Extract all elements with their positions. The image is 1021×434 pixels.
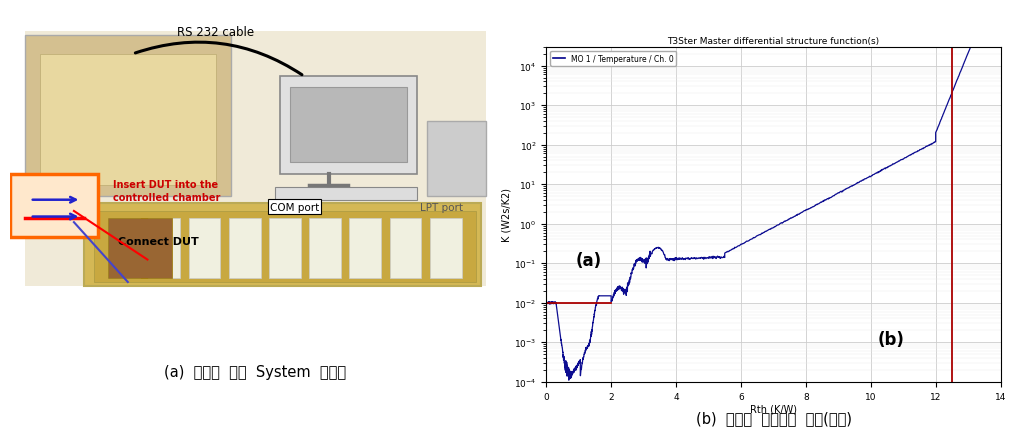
Y-axis label: K (W2s/K2): K (W2s/K2) xyxy=(501,188,512,242)
Text: RS 232 cable: RS 232 cable xyxy=(178,26,254,39)
Text: (b): (b) xyxy=(877,330,905,349)
FancyBboxPatch shape xyxy=(269,219,301,279)
FancyBboxPatch shape xyxy=(25,189,94,234)
FancyBboxPatch shape xyxy=(280,77,417,174)
Text: Insert DUT into the
controlled chamber: Insert DUT into the controlled chamber xyxy=(113,179,221,203)
FancyBboxPatch shape xyxy=(309,219,341,279)
Text: (a): (a) xyxy=(576,252,601,270)
FancyBboxPatch shape xyxy=(94,211,476,283)
FancyBboxPatch shape xyxy=(349,219,381,279)
FancyBboxPatch shape xyxy=(430,219,461,279)
FancyBboxPatch shape xyxy=(25,32,486,286)
X-axis label: Rth (K/W): Rth (K/W) xyxy=(749,403,797,413)
FancyBboxPatch shape xyxy=(390,219,422,279)
Text: (b)  열저항  측정값의  결과(예시): (b) 열저항 측정값의 결과(예시) xyxy=(696,411,852,425)
FancyBboxPatch shape xyxy=(189,219,221,279)
FancyBboxPatch shape xyxy=(148,219,181,279)
FancyBboxPatch shape xyxy=(40,55,216,185)
FancyBboxPatch shape xyxy=(25,36,231,197)
FancyBboxPatch shape xyxy=(108,219,140,279)
FancyBboxPatch shape xyxy=(108,219,172,279)
FancyBboxPatch shape xyxy=(84,204,481,286)
FancyBboxPatch shape xyxy=(275,187,417,200)
Title: T3Ster Master differential structure function(s): T3Ster Master differential structure fun… xyxy=(668,36,879,46)
FancyBboxPatch shape xyxy=(290,88,407,163)
Text: Connect DUT: Connect DUT xyxy=(118,237,199,246)
Text: LPT port: LPT port xyxy=(420,202,463,212)
Text: (a)  열저항  측정  System  구성도: (a) 열저항 측정 System 구성도 xyxy=(164,365,346,379)
Text: COM port: COM port xyxy=(270,202,320,212)
FancyBboxPatch shape xyxy=(427,122,486,197)
FancyBboxPatch shape xyxy=(10,174,98,237)
FancyBboxPatch shape xyxy=(229,219,260,279)
Legend: MO 1 / Temperature / Ch. 0: MO 1 / Temperature / Ch. 0 xyxy=(550,52,677,67)
